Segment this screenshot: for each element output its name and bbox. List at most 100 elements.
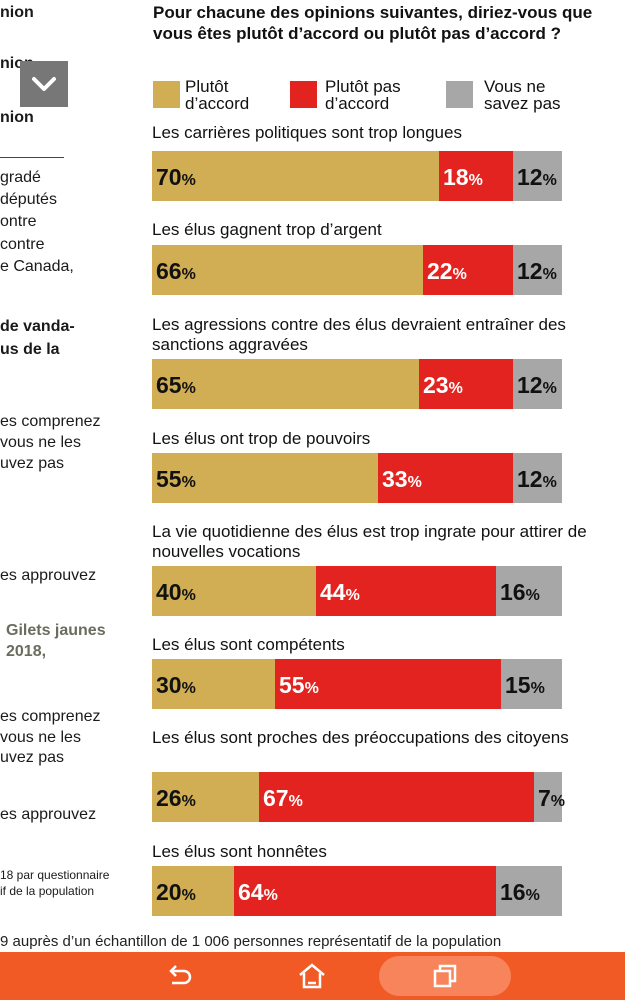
- legend-item-dont-know: Vous ne savez pas: [446, 78, 574, 112]
- data-label: 16%: [500, 879, 540, 909]
- data-label-unit: %: [304, 680, 319, 697]
- left-text-line: es comprenez: [0, 413, 101, 430]
- data-label-unit: %: [525, 887, 540, 904]
- data-label: 66%: [156, 258, 196, 288]
- home-button[interactable]: [288, 952, 336, 1000]
- bar-segment-dont-know: 12%: [513, 453, 562, 503]
- statement-label: Les élus sont compétents: [152, 635, 345, 654]
- left-text-line: 2018,: [6, 643, 47, 660]
- data-label-unit: %: [181, 587, 196, 604]
- data-label-unit: %: [181, 793, 196, 810]
- left-text-line: Gilets jaunes: [6, 622, 106, 639]
- data-label: 12%: [517, 466, 557, 496]
- data-label: 67%: [263, 785, 303, 815]
- data-label: 16%: [500, 579, 540, 609]
- left-text-line: députés: [0, 191, 57, 208]
- left-text-line: us de la: [0, 341, 60, 358]
- data-label-unit: %: [530, 680, 545, 697]
- home-icon: [299, 963, 325, 989]
- data-label-value: 7: [538, 785, 551, 811]
- survey-question: Pour chacune des opinions suivantes, dir…: [153, 3, 593, 43]
- left-text-line: vous ne les: [0, 729, 81, 746]
- data-label-value: 40: [156, 579, 182, 605]
- data-label-unit: %: [181, 380, 196, 397]
- data-label-unit: %: [448, 380, 463, 397]
- data-label-unit: %: [550, 793, 566, 810]
- data-label-value: 20: [156, 879, 182, 905]
- left-text-line: es approuvez: [0, 806, 97, 823]
- bar-segment-agree: 40%: [152, 566, 316, 616]
- legend-label: Vous ne savez pas: [484, 77, 561, 113]
- data-label-value: 23: [423, 372, 449, 398]
- statement-label: Les élus sont proches des préoccupations…: [152, 728, 569, 747]
- data-label-value: 55: [156, 466, 182, 492]
- stacked-bar-row: 20% 64% 16%: [152, 866, 562, 916]
- legend-swatch: [290, 81, 317, 108]
- bar-segment-dont-know: 15%: [501, 659, 562, 709]
- data-label-value: 67: [263, 785, 289, 811]
- bar-segment-disagree: 55%: [275, 659, 501, 709]
- data-label: 23%: [423, 372, 463, 402]
- data-label: 22%: [427, 258, 467, 288]
- left-text-line: if de la population: [0, 884, 95, 898]
- data-label-value: 64: [238, 879, 264, 905]
- data-label-unit: %: [542, 474, 557, 491]
- left-text-line: uvez pas: [0, 455, 65, 472]
- data-label: 12%: [517, 258, 557, 288]
- left-text-line: nion: [0, 109, 34, 126]
- bar-segment-dont-know: 12%: [513, 245, 562, 295]
- data-label-unit: %: [181, 680, 196, 697]
- bar-segment-disagree: 44%: [316, 566, 496, 616]
- stacked-bar-row: 66% 22% 12%: [152, 245, 562, 295]
- data-label-value: 12: [517, 258, 543, 284]
- data-label-value: 26: [156, 785, 182, 811]
- left-text-line: de vanda-: [0, 318, 75, 335]
- data-label: 20%: [156, 879, 196, 909]
- recent-apps-button[interactable]: [379, 956, 511, 996]
- dropdown-button[interactable]: [20, 61, 68, 107]
- legend-item-disagree: Plutôt pas d’accord: [290, 78, 430, 112]
- chevron-down-icon: [32, 77, 56, 91]
- bar-segment-dont-know: 12%: [513, 151, 562, 201]
- bar-segment-agree: 65%: [152, 359, 419, 409]
- back-icon: [169, 965, 192, 985]
- left-text-line: nion: [0, 4, 34, 21]
- left-text-line: contre: [0, 236, 45, 253]
- data-label-unit: %: [407, 474, 422, 491]
- bar-segment-dont-know: 16%: [496, 866, 562, 916]
- data-label-value: 15: [505, 672, 531, 698]
- data-label-unit: %: [452, 266, 467, 283]
- data-label-value: 16: [500, 879, 526, 905]
- back-button[interactable]: [155, 952, 203, 1000]
- article-left-column: nion nion nion gradé députés ontre contr…: [0, 0, 140, 955]
- data-label-value: 12: [517, 164, 543, 190]
- data-label: 12%: [517, 164, 557, 194]
- data-label-value: 22: [427, 258, 453, 284]
- stacked-bar-row: 30% 55% 15%: [152, 659, 562, 709]
- bar-segment-dont-know: 16%: [496, 566, 562, 616]
- data-label-value: 12: [517, 466, 543, 492]
- data-label-unit: %: [542, 172, 557, 189]
- data-label-value: 70: [156, 164, 182, 190]
- legend-swatch: [153, 81, 180, 108]
- data-label: 64%: [238, 879, 278, 909]
- data-label: 55%: [156, 466, 196, 496]
- bar-segment-dont-know: 12%: [513, 359, 562, 409]
- data-label-value: 12: [517, 372, 543, 398]
- left-text-line: ontre: [0, 213, 37, 230]
- data-label: 44%: [320, 579, 360, 609]
- left-text-line: vous ne les: [0, 434, 81, 451]
- data-label-value: 55: [279, 672, 305, 698]
- bar-segment-agree: 66%: [152, 245, 423, 295]
- data-label: 55%: [279, 672, 319, 702]
- data-label: 7%: [538, 785, 565, 815]
- legend-item-agree: Plutôt d’accord: [153, 78, 285, 112]
- left-text-line: uvez pas: [0, 749, 65, 766]
- bar-segment-agree: 55%: [152, 453, 378, 503]
- statement-label: Les élus sont honnêtes: [152, 842, 327, 861]
- stacked-bar-row: 65% 23% 12%: [152, 359, 562, 409]
- data-label-unit: %: [263, 887, 278, 904]
- stacked-bar-row: 55% 33% 12%: [152, 453, 562, 503]
- left-text-line: gradé: [0, 169, 41, 186]
- data-label-value: 44: [320, 579, 346, 605]
